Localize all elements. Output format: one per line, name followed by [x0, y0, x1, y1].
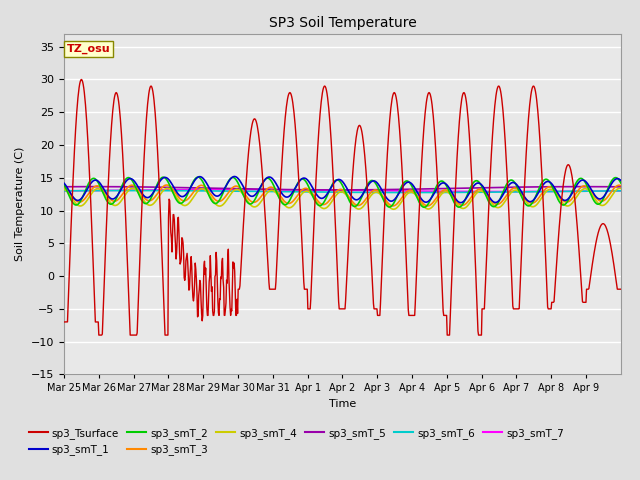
sp3_smT_1	[617, 178, 625, 183]
sp3_smT_6	[388, 190, 396, 195]
sp3_Tsurface	[292, 136, 300, 142]
sp3_smT_6	[60, 188, 68, 194]
sp3_smT_4	[60, 187, 68, 192]
sp3_Tsurface	[389, 91, 397, 97]
Line: sp3_Tsurface: sp3_Tsurface	[64, 80, 621, 335]
sp3_Tsurface	[77, 77, 85, 83]
sp3_smT_7	[226, 187, 234, 192]
Line: sp3_smT_4: sp3_smT_4	[64, 188, 621, 209]
sp3_Tsurface	[164, 215, 172, 221]
sp3_smT_5	[599, 184, 607, 190]
sp3_smT_1	[457, 200, 465, 205]
sp3_Tsurface	[590, 250, 598, 256]
sp3_Tsurface	[60, 319, 68, 325]
sp3_smT_5	[87, 184, 95, 190]
sp3_smT_1	[590, 192, 598, 197]
sp3_smT_2	[60, 181, 68, 187]
Line: sp3_smT_5: sp3_smT_5	[64, 187, 621, 190]
sp3_smT_4	[590, 195, 598, 201]
Line: sp3_smT_1: sp3_smT_1	[64, 177, 621, 203]
sp3_smT_2	[163, 178, 171, 184]
sp3_smT_4	[599, 203, 607, 208]
sp3_smT_3	[388, 203, 396, 209]
Title: SP3 Soil Temperature: SP3 Soil Temperature	[269, 16, 416, 30]
sp3_smT_3	[599, 198, 607, 204]
sp3_smT_7	[163, 187, 171, 192]
sp3_smT_7	[599, 188, 607, 194]
sp3_smT_2	[599, 197, 607, 203]
sp3_smT_7	[388, 188, 396, 194]
sp3_smT_5	[163, 184, 171, 190]
sp3_smT_5	[60, 184, 68, 190]
Line: sp3_smT_2: sp3_smT_2	[64, 177, 621, 207]
sp3_smT_3	[87, 188, 95, 193]
sp3_smT_6	[599, 188, 607, 194]
sp3_smT_1	[388, 198, 396, 204]
sp3_smT_5	[617, 184, 625, 190]
sp3_Tsurface	[95, 332, 102, 338]
sp3_smT_5	[590, 184, 598, 190]
sp3_smT_1	[87, 180, 95, 186]
sp3_smT_5	[576, 184, 584, 190]
sp3_smT_6	[129, 188, 136, 193]
sp3_smT_2	[590, 198, 598, 204]
sp3_smT_4	[164, 185, 172, 191]
Line: sp3_smT_7: sp3_smT_7	[64, 190, 621, 192]
sp3_smT_6	[407, 190, 415, 195]
sp3_smT_3	[590, 192, 598, 198]
sp3_smT_4	[390, 206, 397, 212]
sp3_Tsurface	[599, 221, 607, 227]
sp3_smT_2	[87, 177, 95, 183]
sp3_smT_5	[332, 187, 340, 193]
Line: sp3_smT_3: sp3_smT_3	[64, 185, 621, 206]
sp3_smT_7	[60, 188, 68, 194]
sp3_smT_1	[163, 175, 171, 181]
sp3_smT_7	[590, 188, 598, 194]
sp3_smT_7	[617, 188, 625, 194]
sp3_smT_3	[60, 184, 68, 190]
sp3_smT_2	[420, 204, 428, 210]
X-axis label: Time: Time	[329, 399, 356, 409]
sp3_smT_2	[388, 202, 396, 208]
sp3_smT_2	[292, 184, 300, 190]
sp3_smT_5	[388, 187, 396, 192]
sp3_Tsurface	[617, 286, 625, 292]
Y-axis label: Soil Temperature (C): Soil Temperature (C)	[15, 147, 26, 261]
sp3_smT_6	[164, 188, 172, 193]
sp3_smT_7	[292, 187, 300, 193]
Legend: sp3_Tsurface, sp3_smT_1, sp3_smT_2, sp3_smT_3, sp3_smT_4, sp3_smT_5, sp3_smT_6, : sp3_Tsurface, sp3_smT_1, sp3_smT_2, sp3_…	[25, 424, 568, 459]
Text: TZ_osu: TZ_osu	[67, 44, 111, 54]
sp3_smT_4	[617, 186, 625, 192]
sp3_smT_3	[389, 203, 397, 209]
sp3_smT_4	[292, 200, 300, 205]
sp3_smT_7	[87, 188, 95, 193]
sp3_smT_3	[617, 183, 625, 189]
sp3_smT_3	[292, 195, 300, 201]
sp3_smT_4	[129, 185, 136, 191]
Line: sp3_smT_6: sp3_smT_6	[64, 191, 621, 192]
sp3_smT_3	[164, 182, 172, 188]
sp3_smT_2	[195, 174, 202, 180]
sp3_smT_6	[617, 188, 625, 194]
sp3_smT_1	[292, 184, 300, 190]
sp3_smT_6	[590, 188, 598, 194]
sp3_smT_6	[87, 188, 95, 193]
sp3_smT_1	[599, 195, 607, 201]
sp3_smT_3	[163, 182, 171, 188]
sp3_smT_6	[292, 189, 300, 195]
sp3_smT_4	[87, 192, 95, 198]
sp3_smT_4	[388, 206, 396, 212]
sp3_Tsurface	[88, 213, 95, 218]
sp3_smT_1	[231, 174, 239, 180]
sp3_smT_1	[60, 180, 68, 186]
sp3_smT_5	[291, 187, 299, 192]
sp3_smT_7	[504, 189, 512, 194]
sp3_smT_2	[617, 180, 625, 186]
